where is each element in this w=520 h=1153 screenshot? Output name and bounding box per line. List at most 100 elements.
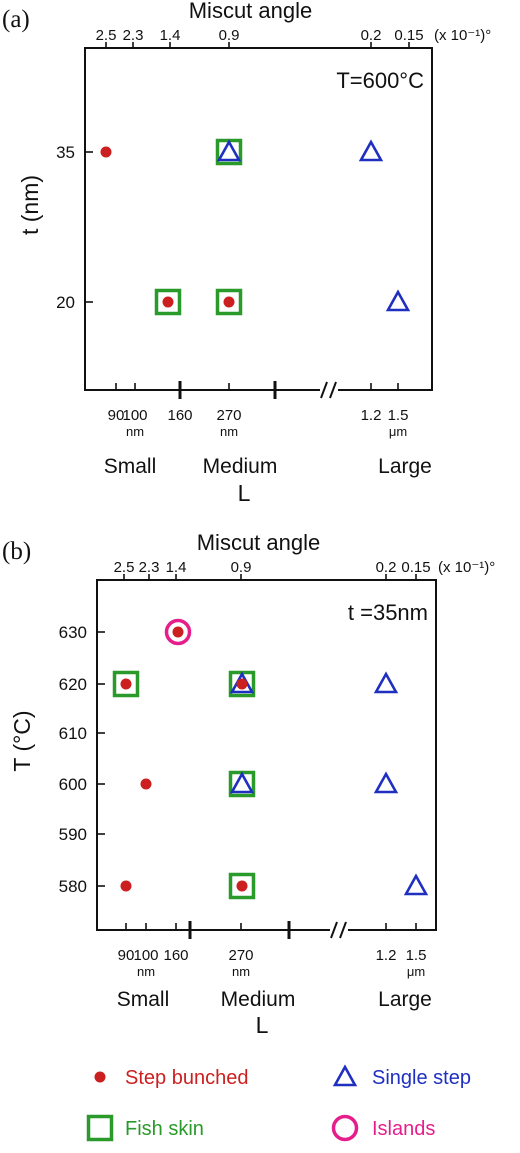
condition-annotation: t =35nm [348, 600, 428, 625]
y-tick-label: 590 [59, 825, 87, 844]
top-tick-label: 0.9 [219, 27, 240, 44]
step-bunched-marker [120, 880, 132, 892]
y-tick-label: 620 [59, 675, 87, 694]
data-point [112, 670, 140, 698]
bottom-tick-label: 160 [167, 407, 192, 424]
data-point [373, 771, 399, 794]
top-tick-label: 0.15 [401, 559, 430, 576]
fish-skin-marker [228, 872, 256, 900]
data-point [373, 671, 399, 694]
fish-skin-marker [154, 288, 182, 316]
fish-skin-marker [112, 670, 140, 698]
bottom-tick-label: 160 [163, 947, 188, 964]
single-step-marker [229, 771, 255, 794]
axis-break-stroke [320, 381, 328, 399]
chart-panel-a: (a) Miscut angle 2.5 2.3 1.4 0.9 0.2 0.15 (x 10⁻… [2, 0, 491, 506]
step-bunched-marker [223, 296, 235, 308]
y-tick-label: 20 [56, 293, 75, 312]
y-tick-label: 630 [59, 623, 87, 642]
single-step-marker [332, 1064, 358, 1087]
plot-frame [96, 579, 437, 931]
data-point [228, 670, 256, 698]
legend-item-islands: Islands [331, 1114, 435, 1142]
axis-break-stroke [330, 921, 338, 939]
bottom-tick-unit: nm [220, 424, 238, 439]
bottom-tick-label: 1.5 [388, 407, 409, 424]
single-step-marker [385, 289, 411, 312]
size-group-label: Medium [221, 988, 296, 1011]
chart-title: Miscut angle [197, 530, 321, 555]
bottom-tick-unit: μm [407, 964, 425, 979]
step-bunched-marker [100, 146, 112, 158]
axis-break-marker [320, 381, 338, 399]
legend-item-step-bunched: Step bunched [94, 1067, 248, 1089]
size-group-label: Large [378, 988, 432, 1011]
plot-frame [84, 47, 433, 391]
step-bunched-marker [120, 678, 132, 690]
data-point [358, 139, 384, 162]
size-group-label: Small [117, 988, 170, 1011]
single-step-marker [216, 139, 242, 162]
top-tick-label: 2.5 [114, 559, 135, 576]
legend: Step bunched Single step Fish skin Islands [86, 1064, 471, 1142]
data-point [385, 289, 411, 312]
step-bunched-marker [94, 1071, 106, 1083]
legend-label: Step bunched [125, 1067, 248, 1089]
bottom-tick-label: 270 [216, 407, 241, 424]
data-point [228, 872, 256, 900]
y-tick-label: 610 [59, 724, 87, 743]
bottom-tick-unit: nm [232, 964, 250, 979]
bottom-tick-label: 1.2 [361, 407, 382, 424]
size-group-label: Small [104, 455, 157, 478]
x-axis-label: L [256, 1012, 269, 1038]
data-point [154, 288, 182, 316]
axis-break-stroke [339, 921, 347, 939]
y-tick-label: 600 [59, 775, 87, 794]
top-axis-unit: (x 10⁻¹)° [434, 27, 491, 44]
top-tick-label: 0.15 [394, 27, 423, 44]
islands-marker [331, 1114, 359, 1142]
top-tick-label: 2.3 [139, 559, 160, 576]
legend-label: Islands [372, 1118, 435, 1140]
bottom-tick-unit: nm [137, 964, 155, 979]
bottom-tick-label: 90 [108, 407, 125, 424]
legend-item-fish-skin: Fish skin [86, 1114, 204, 1142]
bottom-tick-unit: μm [389, 424, 407, 439]
y-tick-label: 580 [59, 877, 87, 896]
single-step-marker [373, 771, 399, 794]
bottom-tick-label: 1.5 [406, 947, 427, 964]
legend-label: Fish skin [125, 1118, 204, 1140]
step-bunched-marker [162, 296, 174, 308]
fish-skin-marker [215, 288, 243, 316]
bottom-tick-label: 90 [118, 947, 135, 964]
step-bunched-marker [140, 778, 152, 790]
single-step-marker [403, 873, 429, 896]
chart-panel-b: (b) Miscut angle 2.5 2.3 1.4 0.9 0.2 0.15 (x 10⁻… [2, 530, 495, 1038]
y-axis-label: t (nm) [17, 175, 43, 235]
size-group-label: Medium [203, 455, 278, 478]
top-tick-label: 1.4 [166, 559, 187, 576]
top-tick-label: 2.3 [123, 27, 144, 44]
step-bunched-marker [172, 626, 184, 638]
top-axis-unit: (x 10⁻¹)° [438, 559, 495, 576]
condition-annotation: T=600°C [336, 68, 424, 93]
fish-skin-marker [86, 1114, 114, 1142]
y-tick-label: 35 [56, 143, 75, 162]
data-point [120, 880, 132, 892]
bottom-tick-unit: nm [126, 424, 144, 439]
single-step-marker [358, 139, 384, 162]
y-axis-label: T (°C) [9, 710, 35, 771]
data-point [100, 146, 112, 158]
chart-title: Miscut angle [189, 0, 313, 23]
data-point [164, 618, 192, 646]
data-point [140, 778, 152, 790]
legend-item-single-step: Single step [332, 1064, 471, 1089]
bottom-tick-label: 100 [133, 947, 158, 964]
data-point [228, 770, 256, 798]
data-point [215, 288, 243, 316]
single-step-marker [373, 671, 399, 694]
size-group-label: Large [378, 455, 432, 478]
islands-marker [164, 618, 192, 646]
data-point [403, 873, 429, 896]
